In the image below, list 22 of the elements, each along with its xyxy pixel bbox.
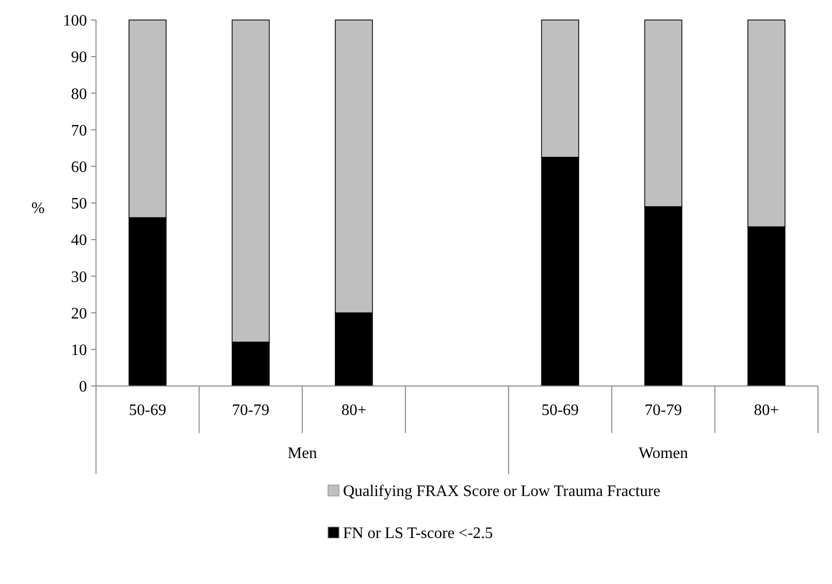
y-tick-label: 40 [71,232,87,250]
y-tick-label: 50 [71,196,87,213]
y-tick-label: 10 [71,342,87,359]
text: Women [638,445,688,462]
legend-label: FN or LS T-score <-2.5 [343,525,493,542]
y-axis-title: % [31,200,45,217]
legend-label: Qualifying FRAX Score or Low Trauma Fracture [343,483,660,500]
x-tick-label: 80+ [341,402,366,419]
y-tick-label: 100 [63,12,87,30]
x-tick-label: 50-69 [541,402,579,419]
x-tick-label: 70-79 [644,402,682,419]
x-tick-label: 70-79 [232,402,270,419]
y-tick-label: 60 [71,159,87,176]
y-tick-label: 70 [71,122,87,140]
y-tick-label: 20 [71,305,87,322]
y-tick-label: 90 [71,49,87,66]
y-tick-label: 0 [79,378,87,396]
y-tick-label: 30 [71,268,87,286]
text: Men [288,445,317,462]
x-tick-label: 50-69 [128,402,166,419]
y-tick-label: 80 [71,86,87,103]
x-tick-label: 80+ [754,402,779,419]
